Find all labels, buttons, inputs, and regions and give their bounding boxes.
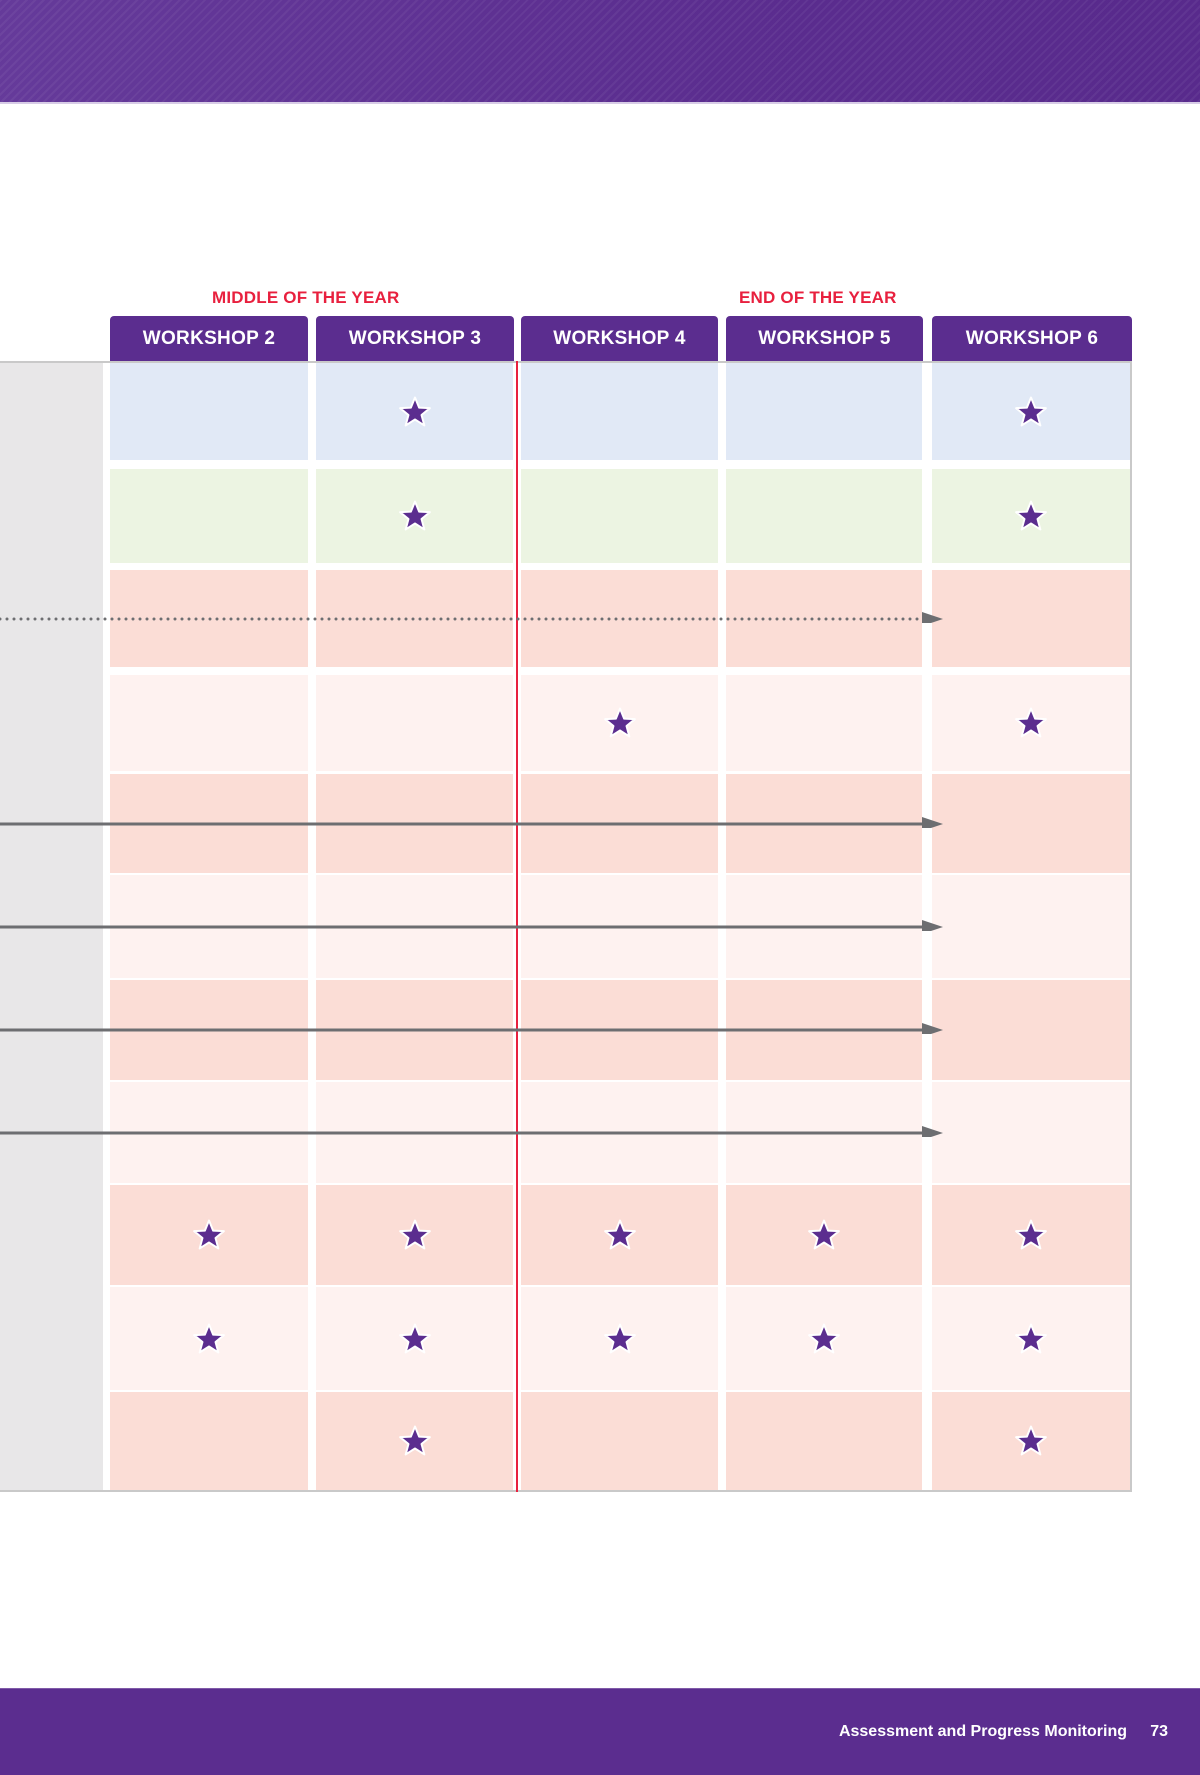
grid-cell [316,675,513,771]
arrow-right-icon [0,919,943,931]
grid-cell [110,1185,308,1285]
column-header-workshop-2: WORKSHOP 2 [110,316,308,361]
grid-cell [932,875,1130,978]
header-band [0,0,1200,104]
column-header-workshop-6: WORKSHOP 6 [932,316,1132,361]
star-icon [1015,500,1047,531]
grid-cell [726,1185,922,1285]
star-icon [193,1323,225,1353]
star-icon [398,500,431,531]
grid-cell [316,1185,513,1285]
column-header-workshop-3: WORKSHOP 3 [316,316,514,361]
star-icon [1015,396,1047,426]
grid-cell [316,469,513,563]
grid-cell [932,1392,1130,1490]
footer-band: Assessment and Progress Monitoring 73 [0,1688,1200,1775]
star-icon [193,1219,225,1250]
grid-cell [726,469,922,563]
grid-cell [521,1287,718,1390]
arrow-right-icon [0,1125,943,1137]
star-icon [808,1323,840,1353]
grid-cell [932,363,1130,460]
star-icon [603,1323,636,1353]
star-icon [398,1425,431,1456]
grid-cell [316,363,513,460]
grid-cell [110,363,308,460]
star-icon [808,1219,840,1250]
dotted-arrow-icon [0,611,943,623]
grid-cell [110,675,308,771]
grid-cell [316,1392,513,1490]
grid-cell [521,363,718,460]
grid-cell [726,363,922,460]
grid-cell [726,1392,922,1490]
grid-cell [521,469,718,563]
grid-cell [521,675,718,771]
star-icon [603,1219,636,1250]
column-header-workshop-4: WORKSHOP 4 [521,316,718,361]
arrow-right-icon [0,816,943,828]
grid-cell [932,1287,1130,1390]
grid-cell [316,1287,513,1390]
star-icon [1015,1219,1047,1250]
grid-cell [521,1392,718,1490]
middle-of-year-label: MIDDLE OF THE YEAR [212,288,400,307]
star-icon [1015,707,1047,738]
grid-cell [932,1185,1130,1285]
grid-cell [521,1185,718,1285]
star-icon [1015,1425,1047,1456]
column-header-workshop-5: WORKSHOP 5 [726,316,923,361]
end-of-year-label: END OF THE YEAR [739,288,897,307]
grid-cell [726,1287,922,1390]
grid-cell [932,774,1130,873]
star-icon [398,1219,431,1250]
grid-cell [726,675,922,771]
star-icon [398,396,431,426]
footer-title: Assessment and Progress Monitoring [838,1723,1127,1740]
grid-cell [110,1392,308,1490]
star-icon [603,707,636,738]
grid-cell [932,570,1130,667]
star-icon [1015,1323,1047,1353]
page-number: 73 [1150,1723,1168,1740]
grid-cell [932,1082,1130,1183]
star-icon [398,1323,431,1353]
grid-cell [932,980,1130,1080]
arrow-right-icon [0,1023,943,1034]
grid-cell [110,1287,308,1390]
grid-cell [110,469,308,563]
grid-cell [932,469,1130,563]
grid-cell [932,675,1130,771]
